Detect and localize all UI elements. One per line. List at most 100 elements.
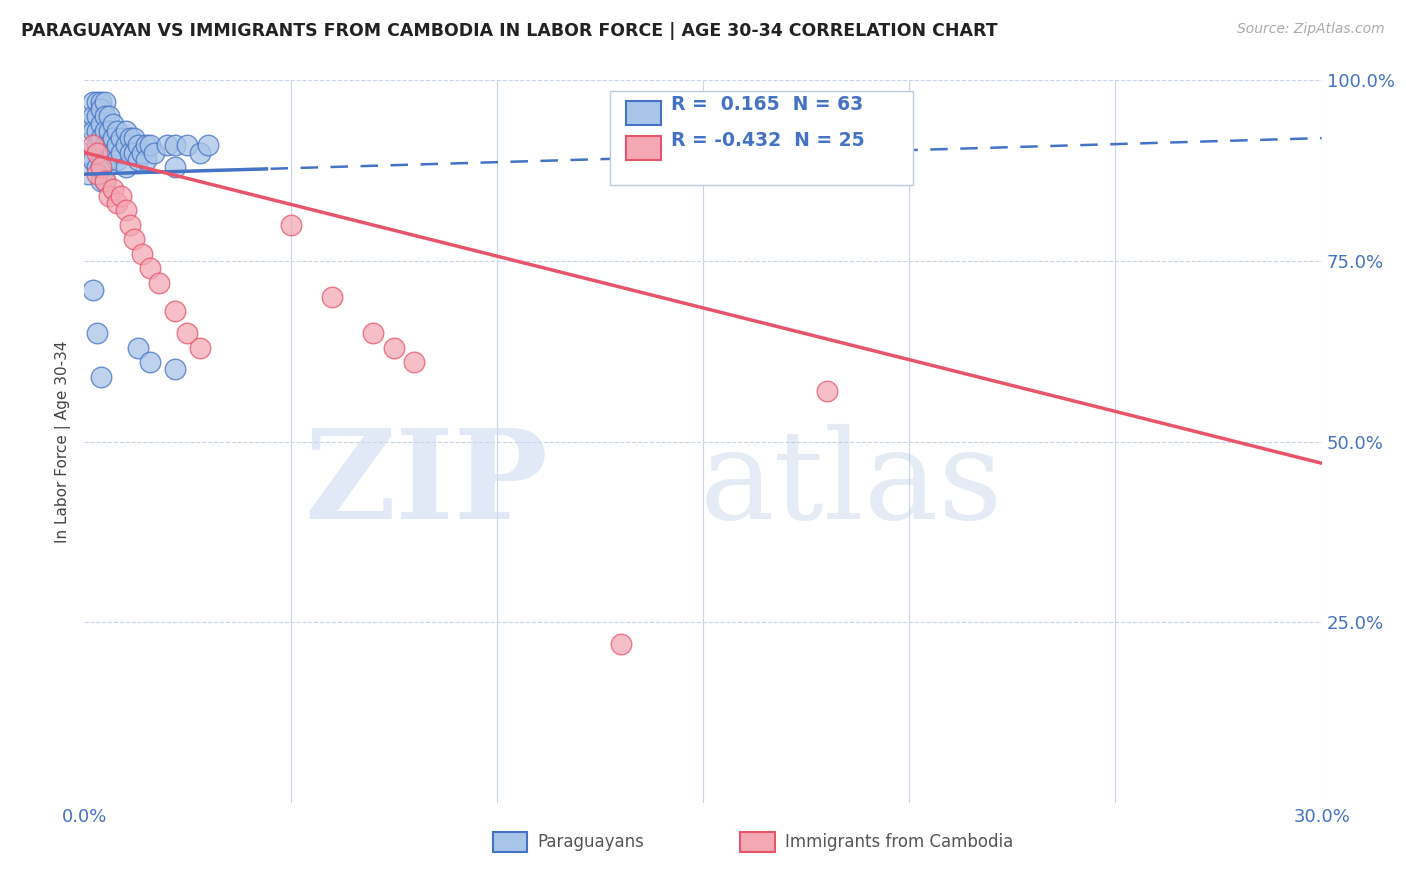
Point — [156, 138, 179, 153]
Point — [118, 218, 141, 232]
Point — [94, 95, 117, 109]
Point — [127, 341, 149, 355]
Point — [98, 189, 121, 203]
Text: Source: ZipAtlas.com: Source: ZipAtlas.com — [1237, 22, 1385, 37]
Point — [90, 174, 112, 188]
Point — [105, 153, 128, 167]
Text: Immigrants from Cambodia: Immigrants from Cambodia — [785, 833, 1012, 851]
Point — [609, 637, 631, 651]
Point — [131, 145, 153, 160]
Point — [90, 160, 112, 174]
Point — [114, 138, 136, 153]
Point — [114, 160, 136, 174]
Point — [122, 131, 145, 145]
Point — [94, 124, 117, 138]
Point — [148, 276, 170, 290]
FancyBboxPatch shape — [610, 91, 914, 185]
Point — [404, 355, 426, 369]
Point — [105, 124, 128, 138]
Point — [110, 131, 132, 145]
Point — [135, 138, 157, 153]
Point — [197, 138, 219, 153]
Point — [86, 145, 108, 160]
Point — [86, 95, 108, 109]
Point — [82, 95, 104, 109]
Point — [127, 138, 149, 153]
Point — [361, 326, 384, 340]
Point — [94, 138, 117, 153]
Point — [90, 95, 112, 109]
Point — [165, 362, 187, 376]
Point — [82, 110, 104, 124]
Point — [165, 160, 187, 174]
Point — [94, 153, 117, 167]
Point — [188, 341, 211, 355]
Point — [280, 218, 302, 232]
Text: R = -0.432  N = 25: R = -0.432 N = 25 — [671, 131, 865, 150]
Point — [90, 369, 112, 384]
Point — [90, 102, 112, 116]
Point — [90, 131, 112, 145]
Point — [176, 326, 198, 340]
Text: Paraguayans: Paraguayans — [537, 833, 644, 851]
Point — [82, 153, 104, 167]
Text: ZIP: ZIP — [305, 425, 548, 545]
Point — [143, 145, 166, 160]
Point — [86, 124, 108, 138]
Point — [110, 189, 132, 203]
Point — [94, 110, 117, 124]
Point — [139, 261, 162, 276]
Point — [165, 304, 187, 318]
Point — [82, 138, 104, 153]
Point — [98, 124, 121, 138]
Point — [86, 110, 108, 124]
Point — [98, 138, 121, 153]
Y-axis label: In Labor Force | Age 30-34: In Labor Force | Age 30-34 — [55, 340, 72, 543]
Point — [118, 145, 141, 160]
Point — [105, 196, 128, 211]
FancyBboxPatch shape — [740, 831, 775, 852]
Point — [82, 283, 104, 297]
Point — [114, 203, 136, 218]
Point — [122, 232, 145, 246]
Point — [98, 153, 121, 167]
Point — [122, 145, 145, 160]
Point — [77, 145, 100, 160]
Point — [176, 138, 198, 153]
Point — [77, 167, 100, 181]
Point — [86, 167, 108, 181]
Point — [103, 117, 125, 131]
Text: atlas: atlas — [700, 425, 1002, 545]
Point — [118, 131, 141, 145]
Point — [86, 138, 108, 153]
Point — [90, 145, 112, 160]
Point — [103, 145, 125, 160]
Point — [321, 290, 343, 304]
Point — [94, 174, 117, 188]
Point — [94, 174, 117, 188]
Point — [86, 326, 108, 340]
Point — [139, 355, 162, 369]
Point — [127, 153, 149, 167]
Point — [114, 124, 136, 138]
Point — [110, 145, 132, 160]
Point — [90, 117, 112, 131]
Point — [86, 160, 108, 174]
Point — [105, 138, 128, 153]
Point — [165, 138, 187, 153]
Point — [98, 110, 121, 124]
FancyBboxPatch shape — [492, 831, 527, 852]
Point — [139, 138, 162, 153]
FancyBboxPatch shape — [626, 101, 661, 125]
Point — [815, 384, 838, 398]
Point — [188, 145, 211, 160]
Point — [382, 341, 405, 355]
Point — [77, 117, 100, 131]
Text: R =  0.165  N = 63: R = 0.165 N = 63 — [671, 95, 863, 114]
Point — [90, 160, 112, 174]
Point — [131, 246, 153, 260]
FancyBboxPatch shape — [626, 136, 661, 160]
Point — [82, 124, 104, 138]
Point — [135, 153, 157, 167]
Point — [103, 182, 125, 196]
